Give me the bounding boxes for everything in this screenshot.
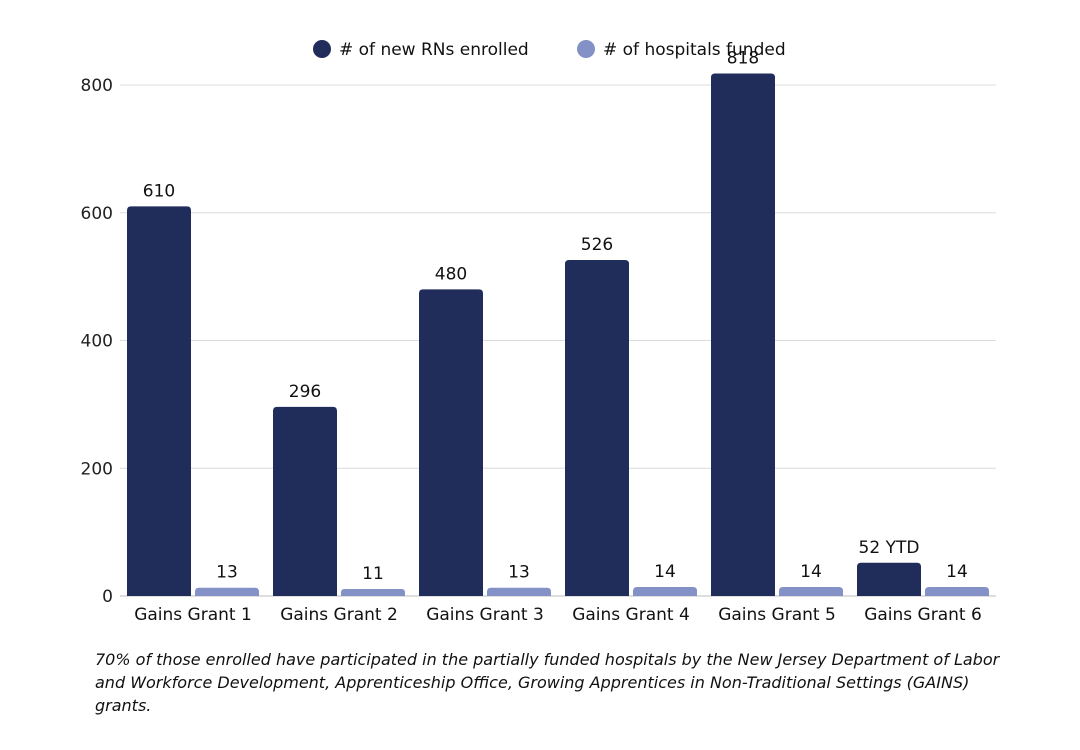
data-label: 52 YTD: [859, 538, 920, 558]
bars: [127, 73, 989, 597]
data-labels: 610 13 296 11 480 13 526 14 818 14 52 YTD 14: [143, 49, 968, 584]
x-tick-label: Gains Grant 5: [718, 605, 836, 625]
x-tick-label: Gains Grant 2: [280, 605, 398, 625]
legend-swatch-icon: [577, 40, 595, 58]
data-label: 13: [508, 563, 530, 583]
bar: [711, 73, 775, 596]
y-tick-label: 200: [81, 459, 113, 479]
legend-item: # of hospitals funded: [577, 40, 786, 60]
bar-chart: 0 200 400 600 800 610 13 296 11 480 13 526 14 818 14 5…: [81, 40, 996, 625]
data-label: 13: [216, 563, 238, 583]
legend-item: # of new RNs enrolled: [313, 40, 529, 60]
bar: [857, 562, 921, 596]
data-label: 11: [362, 564, 384, 584]
footnote: 70% of those enrolled have participated …: [95, 650, 1000, 715]
legend-label: # of new RNs enrolled: [339, 40, 529, 60]
bar: [419, 289, 483, 596]
data-label: 296: [289, 382, 321, 402]
gridlines: [120, 84, 996, 597]
bar: [633, 587, 697, 596]
y-tick-label: 800: [81, 76, 113, 96]
data-label: 480: [435, 264, 467, 284]
bar: [195, 587, 259, 596]
bar: [273, 406, 337, 596]
bar: [341, 588, 405, 596]
data-label: 14: [946, 562, 968, 582]
x-axis-ticks: Gains Grant 1 Gains Grant 2 Gains Grant 3 G…: [134, 605, 982, 625]
bar: [487, 587, 551, 596]
y-axis-ticks: 0 200 400 600 800: [81, 76, 113, 607]
y-tick-label: 400: [81, 332, 113, 352]
data-label: 14: [800, 562, 822, 582]
data-label: 610: [143, 181, 175, 201]
legend: # of new RNs enrolled # of hospitals fund…: [313, 40, 786, 60]
data-label: 526: [581, 235, 613, 255]
y-tick-label: 600: [81, 204, 113, 224]
bar: [127, 206, 191, 597]
legend-label: # of hospitals funded: [603, 40, 786, 60]
x-tick-label: Gains Grant 4: [572, 605, 690, 625]
bar: [925, 587, 989, 596]
bar: [565, 260, 629, 596]
y-tick-label: 0: [102, 587, 113, 607]
legend-swatch-icon: [313, 40, 331, 58]
data-label: 818: [727, 49, 759, 69]
data-label: 14: [654, 562, 676, 582]
x-tick-label: Gains Grant 1: [134, 605, 252, 625]
x-tick-label: Gains Grant 6: [864, 605, 982, 625]
x-tick-label: Gains Grant 3: [426, 605, 544, 625]
bar: [779, 587, 843, 596]
